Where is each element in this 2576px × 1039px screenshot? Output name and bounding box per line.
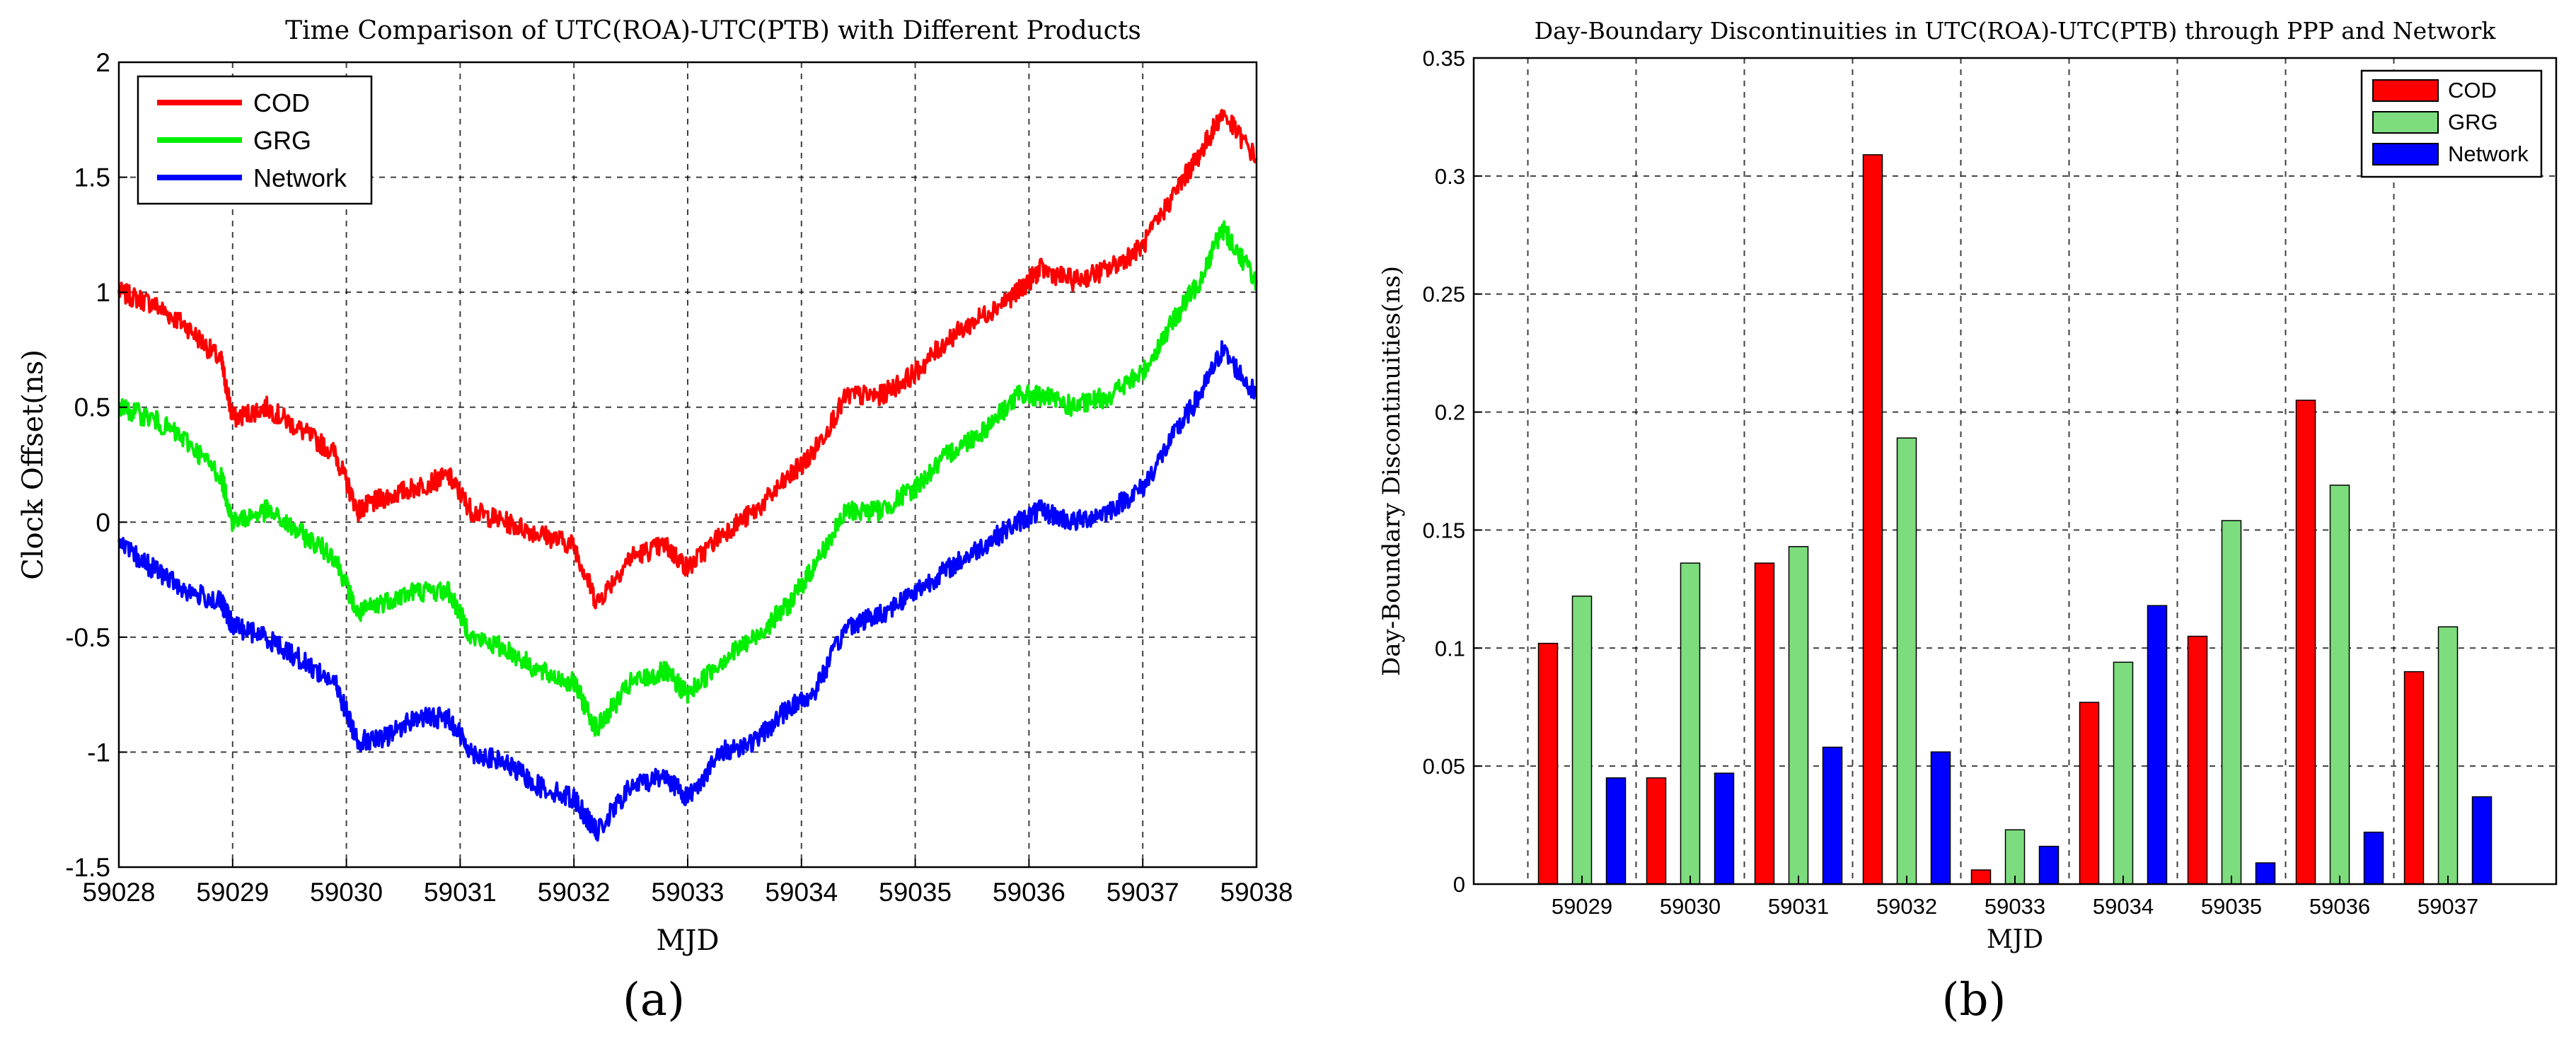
panel-b-grid [1474, 58, 2556, 884]
panel-a-ytick-label-1: 1 [96, 278, 110, 307]
panel-b-xtick-label-59032: 59032 [1876, 894, 1937, 919]
panel-b-xtick-label-59037: 59037 [2418, 894, 2478, 919]
panel-b-ytick-label-0-05: 0.05 [1423, 754, 1465, 779]
panel-a-ytick-label--1: -1 [87, 738, 110, 767]
bar-network-59035 [2255, 862, 2276, 885]
panel-a-ytick-label--1-5: -1.5 [65, 853, 110, 882]
legend-a-grg-label: GRG [253, 126, 311, 155]
panel-a-series-grg [118, 220, 1258, 737]
panel-a-xtick-label-59031: 59031 [424, 878, 497, 907]
legend-a-network-label: Network [253, 163, 347, 192]
panel-a-series-cod [117, 108, 1258, 610]
legend-b-cod-label: COD [2448, 78, 2497, 103]
panel-b-ytick-label-0: 0 [1453, 872, 1465, 897]
legend-a-cod-label: COD [253, 88, 310, 117]
panel-b-xtick-label-59036: 59036 [2309, 894, 2370, 919]
panel-a-xtick-label-59037: 59037 [1107, 878, 1179, 907]
bar-cod-59036 [2295, 400, 2316, 885]
panel-a-xtick-label-59038: 59038 [1220, 878, 1293, 907]
bar-grg-59035 [2221, 520, 2242, 885]
bar-grg-59031 [1788, 546, 1809, 885]
panel-a-xtick-label-59028: 59028 [83, 878, 156, 907]
bar-network-59032 [1930, 751, 1951, 885]
panel-b-ylabel: Day-Boundary Discontinuities(ns) [1377, 266, 1406, 676]
bar-cod-59029 [1537, 642, 1559, 885]
panel-a-x-ticks: 59028 59029 59030 59031 59032 59033 59034 59035… [83, 859, 1293, 907]
panel-a-title: Time Comparison of UTC(ROA)-UTC(PTB) wit… [285, 16, 1141, 45]
panel-a-y-ticks: -1.5 -1 -0.5 0 0.5 1 1.5 2 [65, 48, 127, 882]
legend-b-cod-swatch [2372, 79, 2439, 102]
panel-a-xtick-label-59036: 59036 [993, 878, 1065, 907]
legend-b-grg-label: GRG [2448, 110, 2498, 134]
panel-b-caption: (b) [1942, 974, 2006, 1026]
bar-network-59034 [2147, 605, 2168, 885]
panel-b-legend: COD GRG Network [2360, 69, 2543, 178]
bar-cod-59033 [1970, 869, 1992, 885]
bar-cod-59037 [2403, 671, 2425, 885]
panel-a-xlabel: MJD [656, 924, 719, 957]
bar-grg-59036 [2329, 484, 2350, 885]
bar-cod-59031 [1754, 562, 1775, 885]
panel-b-y-ticks: 0 0.05 0.1 0.15 0.2 0.25 0.3 0.35 [1423, 46, 1482, 897]
panel-a-line-chart: Time Comparison of UTC(ROA)-UTC(PTB) wit… [17, 16, 1293, 1026]
bar-network-59031 [1822, 746, 1843, 885]
bar-cod-59030 [1646, 777, 1667, 885]
bar-network-59036 [2363, 831, 2384, 885]
panel-b-xtick-label-59030: 59030 [1660, 894, 1721, 919]
bar-cod-59034 [2079, 702, 2100, 885]
panel-b-bars [1537, 154, 2493, 885]
panel-b-x-ticks: 59029 59030 59031 59032 59033 59034 59035 59036… [1552, 876, 2478, 919]
panel-b-xlabel: MJD [1987, 925, 2043, 954]
bar-network-59033 [2038, 845, 2060, 885]
panel-b-xtick-label-59035: 59035 [2201, 894, 2262, 919]
bar-grg-59034 [2113, 661, 2134, 885]
panel-b-bar-chart: Day-Boundary Discontinuities in UTC(ROA)… [1377, 17, 2558, 1026]
bar-grg-59032 [1896, 437, 1917, 885]
panel-b-ytick-label-0-2: 0.2 [1435, 400, 1465, 425]
panel-a-ylabel: Clock Offset(ns) [17, 349, 50, 580]
bar-network-59037 [2471, 796, 2493, 885]
panel-a-ytick-label-2: 2 [96, 48, 110, 77]
panel-a-xtick-label-59029: 59029 [196, 878, 269, 907]
panel-a-xtick-label-59033: 59033 [652, 878, 724, 907]
bar-grg-59029 [1571, 596, 1593, 885]
panel-a-ytick-label-0: 0 [96, 508, 110, 537]
legend-b-grg-swatch [2372, 111, 2439, 134]
panel-a-xtick-label-59030: 59030 [310, 878, 383, 907]
panel-a-ytick-label--0-5: -0.5 [65, 623, 110, 652]
panel-a-xtick-label-59034: 59034 [765, 878, 838, 907]
panel-b-title: Day-Boundary Discontinuities in UTC(ROA)… [1535, 17, 2497, 45]
panel-b-plot-area [1474, 58, 2556, 884]
panel-b-xtick-label-59033: 59033 [1985, 894, 2045, 919]
panel-b-ytick-label-0-3: 0.3 [1435, 164, 1465, 189]
panel-b-ytick-label-0-25: 0.25 [1423, 282, 1465, 307]
panel-b-xtick-label-59034: 59034 [2093, 894, 2154, 919]
legend-b-network-swatch [2372, 143, 2439, 166]
panel-b-ytick-label-0-35: 0.35 [1423, 46, 1465, 71]
panel-a-xtick-label-59032: 59032 [538, 878, 611, 907]
bar-cod-59032 [1862, 154, 1883, 885]
bar-cod-59035 [2187, 635, 2208, 885]
panel-a-series-network [117, 340, 1258, 842]
panel-a-xtick-label-59035: 59035 [879, 878, 952, 907]
panel-a-caption: (a) [623, 974, 685, 1026]
panel-a-ytick-label-0-5: 0.5 [74, 393, 110, 422]
panel-b-ytick-label-0-15: 0.15 [1423, 518, 1465, 542]
panel-a-legend: COD GRG Network [137, 75, 373, 205]
bar-grg-59037 [2437, 626, 2459, 885]
panel-b-ytick-label-0-1: 0.1 [1435, 636, 1465, 661]
panel-a-series-lines [117, 108, 1258, 842]
bar-network-59030 [1714, 772, 1735, 885]
panel-a-ytick-label-1-5: 1.5 [74, 163, 110, 192]
panel-b-xtick-label-59031: 59031 [1768, 894, 1829, 919]
panel-b-xtick-label-59029: 59029 [1552, 894, 1612, 919]
legend-b-network-label: Network [2448, 141, 2529, 166]
bar-grg-59030 [1680, 562, 1701, 885]
bar-network-59029 [1605, 777, 1627, 885]
